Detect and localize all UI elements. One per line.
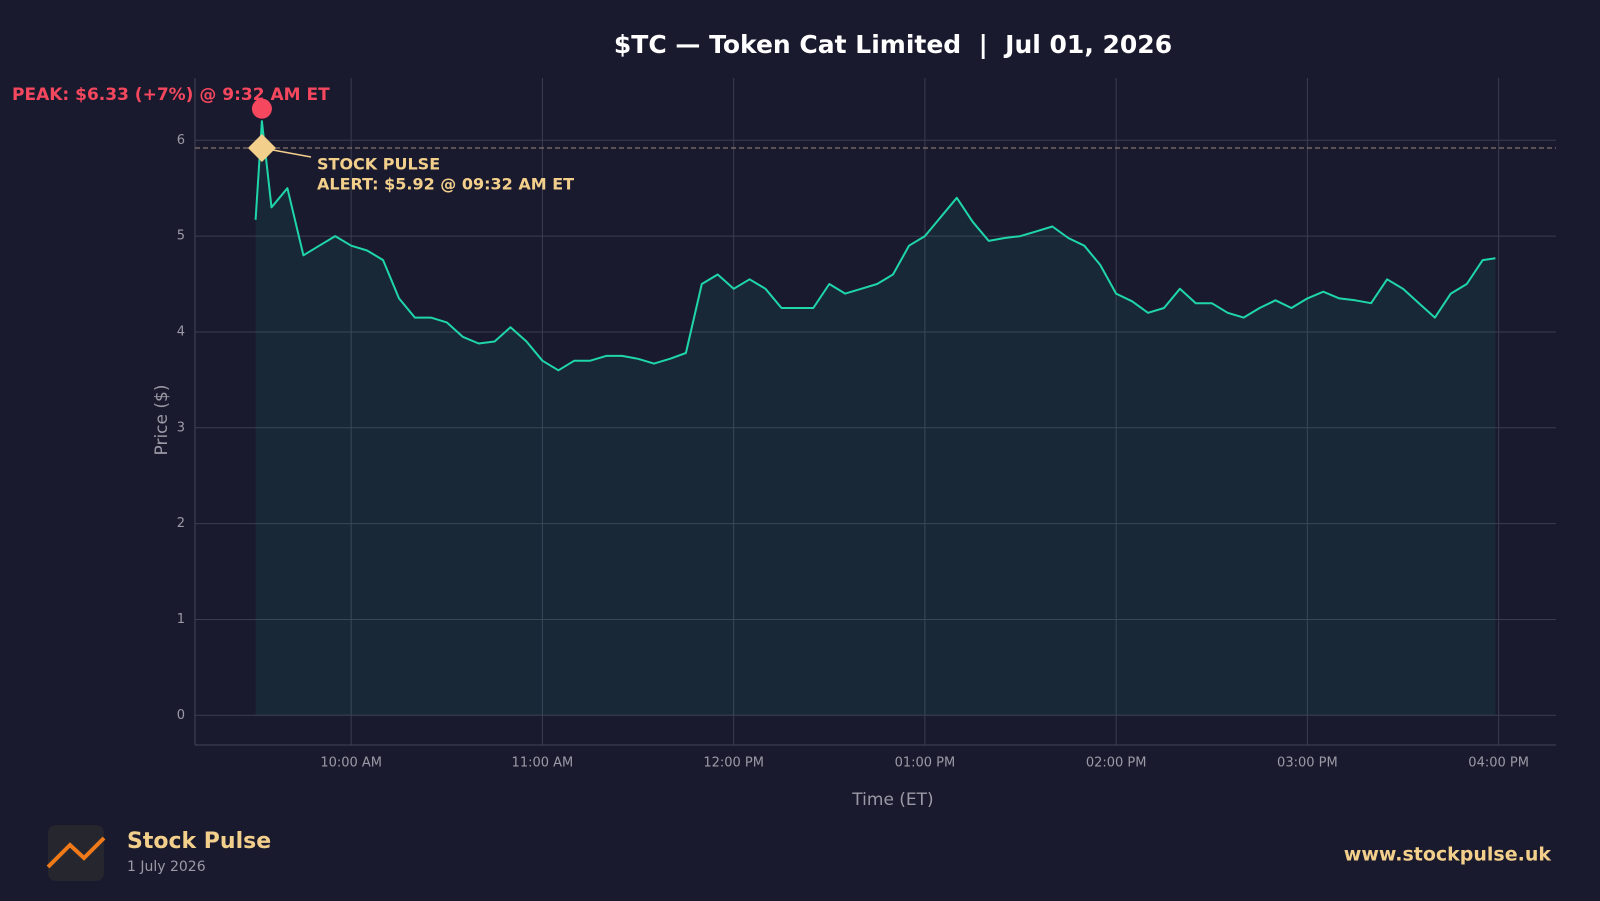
- x-tick-label: 04:00 PM: [1468, 756, 1529, 771]
- x-axis-label: Time (ET): [851, 790, 933, 810]
- price-line: [254, 120, 1496, 372]
- y-tick-label: 6: [177, 133, 185, 148]
- peak-label: PEAK: $6.33 (+7%) @ 9:32 AM ET: [12, 85, 330, 105]
- x-tick-label: 01:00 PM: [895, 756, 956, 771]
- brand-date: 1 July 2026: [127, 859, 206, 875]
- logo: [46, 825, 106, 881]
- area: [255, 121, 1496, 716]
- chart-title: $TC — Token Cat Limited | Jul 01, 2026: [614, 30, 1172, 59]
- alert-label: STOCK PULSE: [317, 155, 440, 174]
- alert-marker: [247, 133, 276, 162]
- y-tick-label: 1: [177, 612, 185, 627]
- y-axis-label: Price ($): [152, 385, 172, 456]
- y-tick-label: 0: [177, 708, 185, 723]
- x-tick-label: 12:00 PM: [703, 756, 764, 771]
- x-tick-label: 02:00 PM: [1086, 756, 1147, 771]
- y-tick-label: 4: [177, 324, 185, 339]
- y-tick-label: 5: [177, 229, 185, 244]
- x-tick-label: 03:00 PM: [1277, 756, 1338, 771]
- x-tick-label: 10:00 AM: [320, 756, 382, 771]
- logo-line: [46, 836, 106, 869]
- brand-name: Stock Pulse: [127, 829, 271, 854]
- y-tick-label: 3: [177, 420, 185, 435]
- y-tick-label: 2: [177, 516, 185, 531]
- peak-marker: [251, 98, 272, 119]
- alert-label: ALERT: $5.92 @ 09:32 AM ET: [317, 175, 574, 194]
- x-tick-label: 11:00 AM: [512, 756, 574, 771]
- website: www.stockpulse.uk: [1344, 844, 1552, 866]
